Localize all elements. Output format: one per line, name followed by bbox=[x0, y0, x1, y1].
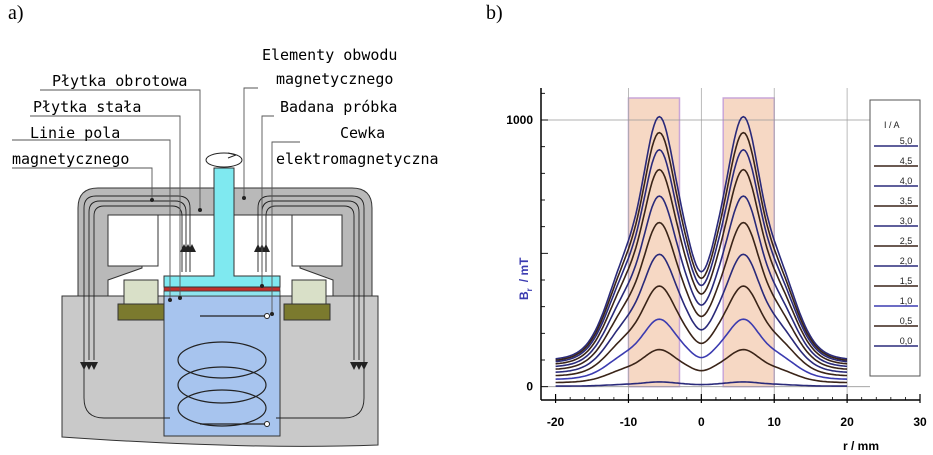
x-tick-label-5: 30 bbox=[913, 415, 927, 429]
series-line-4-0 bbox=[555, 148, 848, 363]
panel-a-label: a) bbox=[8, 2, 24, 24]
series-line-3-5 bbox=[555, 168, 848, 365]
callout-magnetic-elements-line2: magnetycznego bbox=[276, 70, 393, 88]
legend-label-10: 0,0 bbox=[900, 336, 913, 346]
callout-field-lines-line1: Linie pola bbox=[30, 124, 120, 142]
support-block-left bbox=[123, 279, 159, 305]
callout-magnetic-elements-line1: Elementy obwodu bbox=[262, 46, 397, 64]
chart-gridlines bbox=[541, 88, 870, 400]
series-line-0-0 bbox=[555, 381, 848, 387]
legend-label-3: 3,5 bbox=[900, 196, 913, 206]
y-tick-label-0: 0 bbox=[526, 380, 533, 394]
legend-label-2: 4,0 bbox=[900, 176, 913, 186]
panel-b-label: b) bbox=[486, 2, 503, 24]
callout-coil-line2: elektromagnetyczna bbox=[276, 150, 439, 168]
y-axis-label: Br / mT bbox=[517, 257, 534, 300]
callout-tested-sample: Badana próbka bbox=[280, 98, 397, 116]
rotation-arrow-icon bbox=[205, 152, 243, 168]
rotating-plate-shaft bbox=[163, 167, 281, 288]
x-tick-label-1: -10 bbox=[620, 415, 638, 429]
legend-label-0: 5,0 bbox=[900, 136, 913, 146]
svg-text:Br/ mT: Br / mT bbox=[517, 257, 534, 300]
coil-windings bbox=[177, 315, 267, 427]
chart-axes bbox=[540, 88, 921, 403]
legend-label-5: 2,5 bbox=[900, 236, 913, 246]
series-line-2-0 bbox=[555, 253, 848, 373]
callout-leader-lines bbox=[12, 87, 300, 314]
olive-plate-right bbox=[283, 303, 331, 321]
y-axis-label-main: B bbox=[517, 291, 531, 300]
coil-body bbox=[163, 295, 281, 437]
legend-label-7: 1,5 bbox=[900, 276, 913, 286]
callout-coil-line1: Cewka bbox=[340, 124, 385, 142]
legend-label-4: 3,0 bbox=[900, 216, 913, 226]
series-line-1-0 bbox=[555, 318, 848, 380]
chart-tick-labels: -20 -10 0 10 20 30 0 1000 bbox=[506, 113, 927, 429]
yoke-window-left bbox=[107, 214, 159, 267]
y-tick-label-1: 1000 bbox=[506, 113, 533, 127]
legend-title: I / A bbox=[884, 120, 900, 130]
series-line-2-5 bbox=[555, 221, 848, 370]
yoke-window-right bbox=[291, 214, 343, 267]
chart-series-lines bbox=[555, 115, 848, 387]
series-line-0-5 bbox=[555, 348, 848, 384]
legend-label-9: 0,5 bbox=[900, 316, 913, 326]
x-tick-label-3: 10 bbox=[768, 415, 782, 429]
x-axis-label: r / mm bbox=[843, 439, 879, 453]
series-line-1-5 bbox=[555, 285, 848, 377]
field-arrow-icons bbox=[80, 244, 368, 370]
callout-rotating-plate: Płytka obrotowa bbox=[52, 72, 187, 90]
chart-legend: I / A 5,0 4,5 4,0 3,5 3,0 2,5 2,0 1,5 1,0 0,5 0,0 bbox=[869, 99, 921, 377]
electromagnet-cross-section-diagram: Płytka obrotowa Płytka stała Linie pola … bbox=[12, 46, 439, 447]
legend-label-6: 2,0 bbox=[900, 256, 913, 266]
callout-fixed-plate: Płytka stała bbox=[33, 98, 141, 116]
callout-field-lines-line2: magnetycznego bbox=[12, 150, 129, 168]
x-tick-label-0: -20 bbox=[547, 415, 565, 429]
y-axis-label-sub: r bbox=[525, 288, 534, 291]
legend-label-8: 1,0 bbox=[900, 296, 913, 306]
magnetic-field-lines bbox=[83, 195, 365, 419]
legend-label-1: 4,5 bbox=[900, 156, 913, 166]
x-tick-label-4: 20 bbox=[840, 415, 854, 429]
y-axis-label-unit: / mT bbox=[517, 257, 531, 282]
series-line-3-0 bbox=[555, 195, 848, 368]
series-line-4-5 bbox=[555, 131, 848, 361]
x-tick-label-2: 0 bbox=[698, 415, 705, 429]
series-line-5-0 bbox=[555, 115, 848, 360]
